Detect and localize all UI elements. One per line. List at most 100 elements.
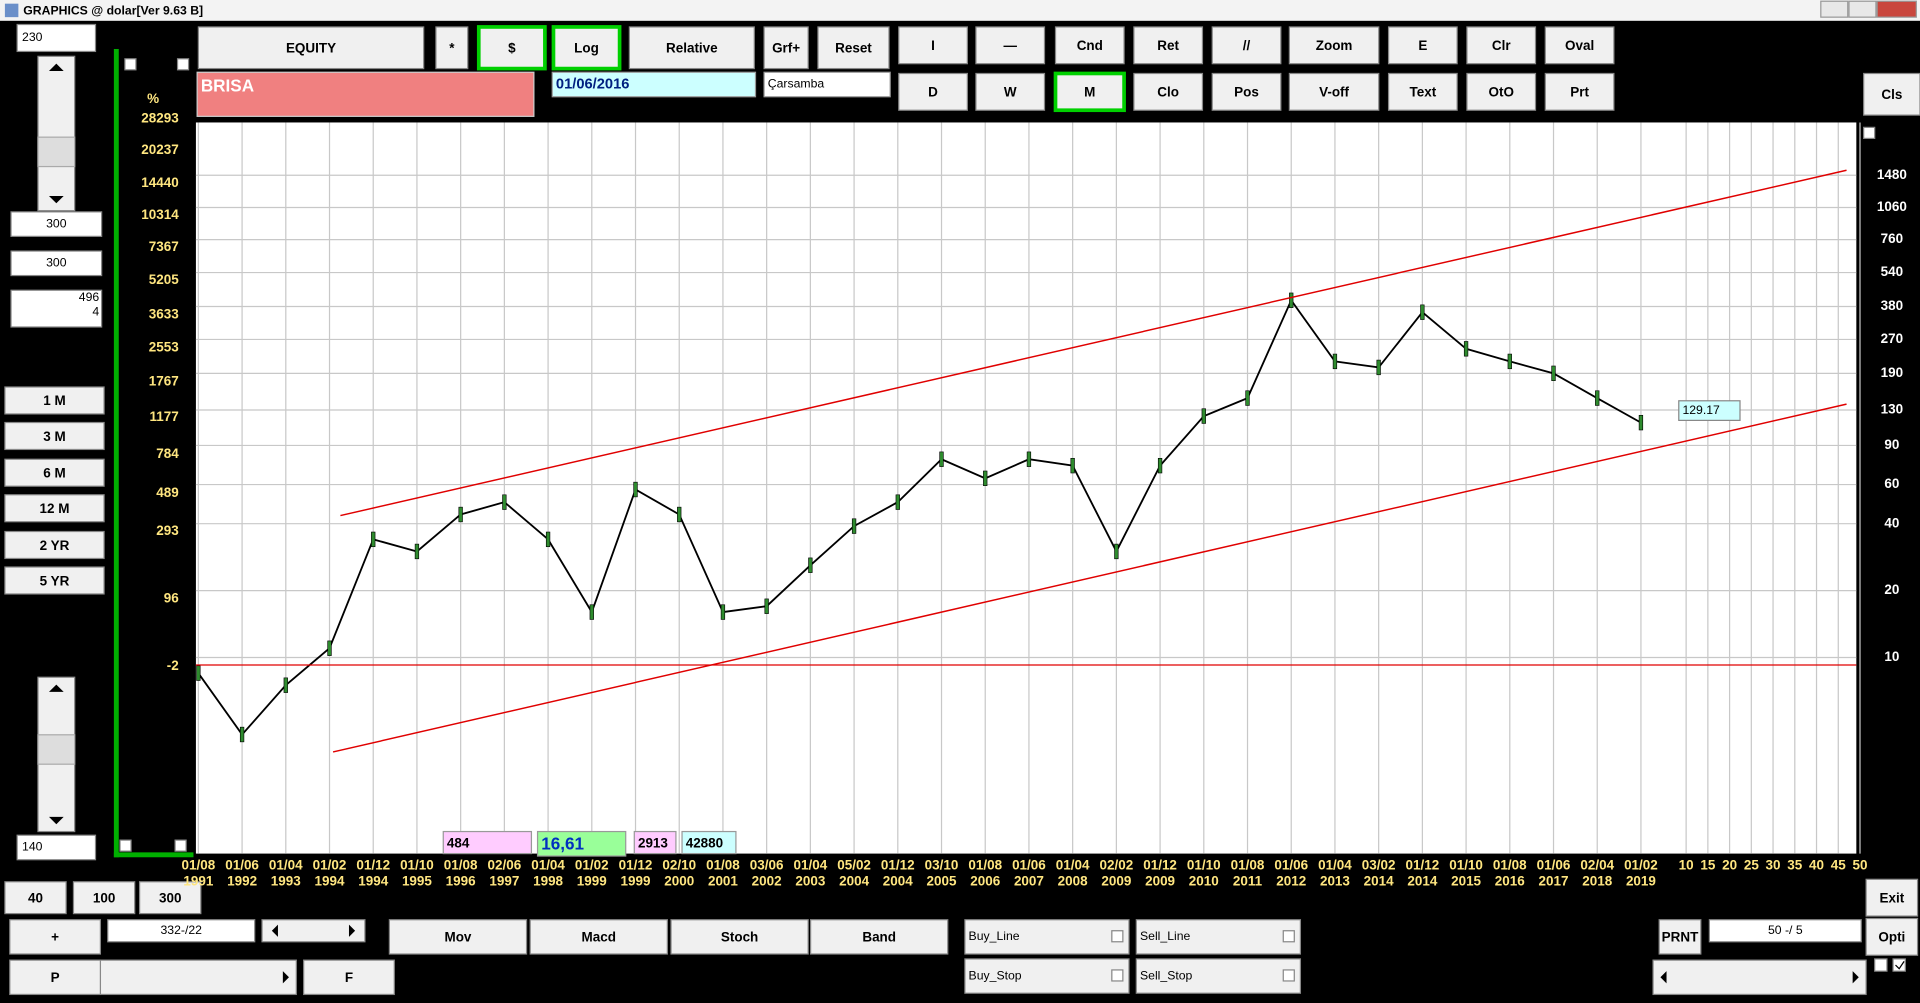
checkbox[interactable]: [124, 58, 137, 71]
button[interactable]: [1211, 72, 1282, 111]
check-option[interactable]: [964, 958, 1130, 994]
button[interactable]: [1466, 72, 1537, 111]
x-tick-label: 01/12: [1406, 857, 1440, 872]
button[interactable]: [435, 26, 469, 70]
button[interactable]: [4, 530, 105, 560]
button[interactable]: [197, 26, 425, 70]
price-bar: [895, 494, 900, 510]
button[interactable]: [1133, 72, 1204, 111]
y-tick-label: 1480: [1877, 167, 1907, 182]
button[interactable]: [1288, 72, 1380, 111]
x-tick-year: 2006: [970, 873, 1000, 888]
h-scrollbar[interactable]: [1652, 959, 1867, 996]
checkbox[interactable]: [119, 839, 132, 852]
button-label: Grf+: [772, 41, 800, 56]
button[interactable]: [1865, 917, 1919, 956]
button[interactable]: [138, 881, 202, 915]
x-tick-label: 02/06: [488, 857, 522, 872]
button[interactable]: [1544, 26, 1615, 65]
button[interactable]: [1865, 878, 1919, 917]
scrollbar[interactable]: [37, 55, 76, 212]
x-tick-label: 03/02: [1362, 857, 1396, 872]
button[interactable]: [303, 959, 395, 996]
controls: EQUITY * $ Log Relative Grf+ Reset I — Cnd Ret // Zo…: [4, 23, 1920, 996]
scroll-thumb[interactable]: [37, 734, 76, 765]
button-label: Pos: [1234, 85, 1259, 100]
button-label: 6 M: [43, 466, 65, 481]
button[interactable]: [551, 25, 622, 71]
checkbox[interactable]: [1874, 958, 1888, 972]
button[interactable]: [4, 566, 105, 595]
checkbox[interactable]: [1282, 930, 1295, 943]
check-option[interactable]: [1135, 958, 1302, 994]
button[interactable]: [1466, 26, 1537, 65]
button[interactable]: [9, 919, 102, 955]
button[interactable]: [476, 25, 547, 71]
button[interactable]: [4, 386, 105, 415]
input-field[interactable]: [1708, 919, 1862, 943]
button[interactable]: [1053, 71, 1126, 113]
button[interactable]: [4, 458, 105, 487]
button[interactable]: [763, 26, 809, 70]
button[interactable]: [898, 72, 968, 111]
button[interactable]: [4, 881, 67, 915]
checkbox[interactable]: [1111, 930, 1124, 943]
button[interactable]: [1133, 26, 1204, 65]
button[interactable]: [898, 26, 968, 65]
button[interactable]: [1658, 919, 1702, 955]
button[interactable]: [1288, 26, 1380, 65]
checkbox[interactable]: [1282, 969, 1295, 982]
button[interactable]: [817, 26, 890, 70]
x-tick-year: 1999: [577, 873, 607, 888]
h-scrollbar[interactable]: [80, 959, 297, 996]
button[interactable]: [975, 72, 1046, 111]
price-bar: [589, 604, 594, 620]
checkbox[interactable]: [1863, 126, 1876, 139]
h-scrollbar[interactable]: [261, 919, 366, 943]
x-tick-year: 2002: [752, 873, 782, 888]
check-option[interactable]: [964, 919, 1130, 955]
button[interactable]: [975, 26, 1046, 65]
button[interactable]: [72, 881, 136, 915]
info-value: 484: [447, 835, 470, 850]
checkbox[interactable]: [1111, 969, 1124, 982]
frame-left: [113, 48, 119, 858]
x-tick-label: 35: [1787, 857, 1802, 872]
button[interactable]: [9, 959, 102, 996]
x-tick-label: 01/12: [356, 857, 390, 872]
input-field[interactable]: [16, 23, 97, 53]
checkbox[interactable]: [176, 58, 190, 71]
button[interactable]: [670, 919, 809, 955]
button[interactable]: [1387, 72, 1458, 111]
button[interactable]: [628, 26, 755, 70]
button[interactable]: [388, 919, 528, 955]
input-field[interactable]: [10, 211, 103, 237]
minimize[interactable]: [1820, 0, 1849, 18]
button[interactable]: [1387, 26, 1458, 65]
maximize[interactable]: [1848, 0, 1877, 18]
button[interactable]: [1863, 72, 1920, 116]
button[interactable]: [1211, 26, 1282, 65]
close[interactable]: [1876, 0, 1917, 18]
button-label: 40: [28, 890, 43, 905]
button[interactable]: [529, 919, 668, 955]
input-field[interactable]: [10, 250, 103, 277]
check-option[interactable]: [1135, 919, 1302, 955]
button-label: V-off: [1319, 85, 1349, 100]
checkbox[interactable]: [1892, 958, 1906, 972]
button[interactable]: [4, 494, 105, 523]
x-tick-label: 02/04: [1580, 857, 1614, 872]
scroll-thumb[interactable]: [37, 136, 76, 168]
button[interactable]: [810, 919, 949, 955]
checkbox[interactable]: [174, 839, 187, 852]
button[interactable]: [1544, 72, 1615, 111]
price-bar: [1114, 543, 1119, 560]
button[interactable]: [1054, 26, 1125, 65]
x-tick-label: 01/04: [1056, 857, 1090, 872]
button[interactable]: [4, 421, 105, 451]
input-field[interactable]: [16, 834, 97, 861]
input-field[interactable]: [107, 919, 256, 943]
x-tick-label: 40: [1809, 857, 1824, 872]
